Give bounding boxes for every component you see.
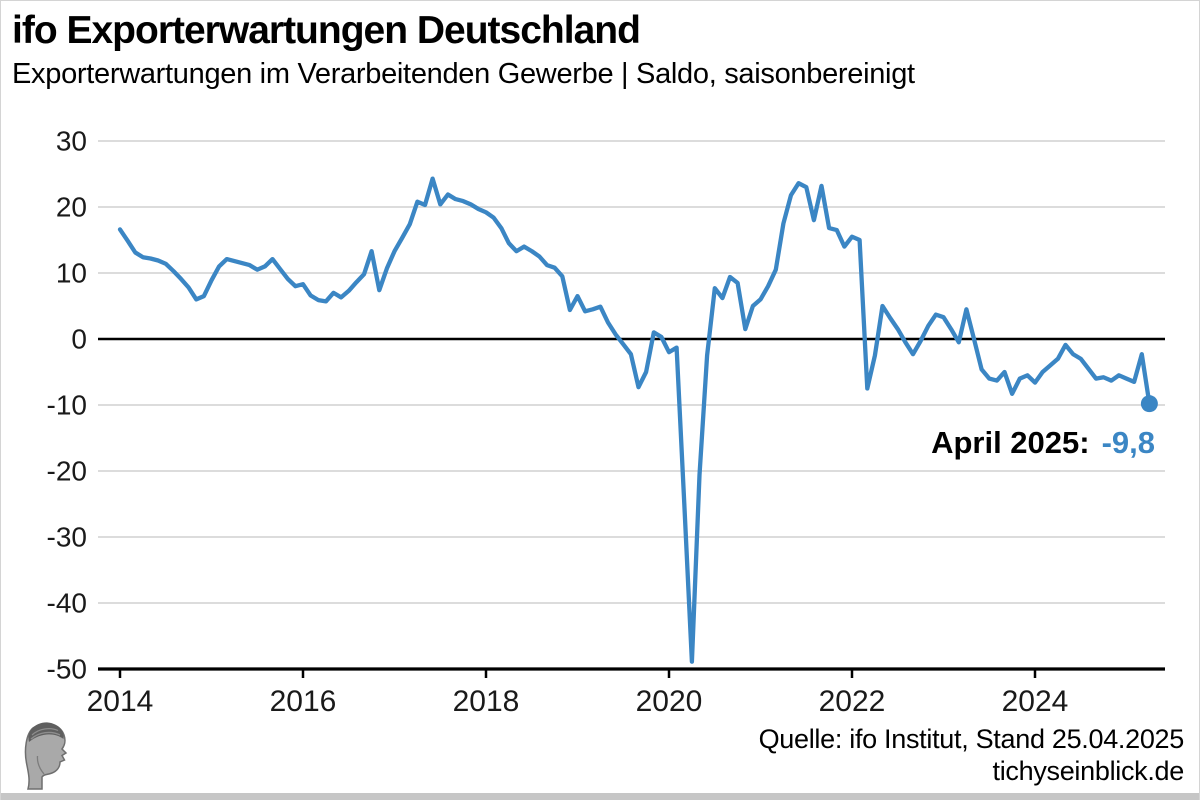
last-point-marker — [1140, 395, 1158, 413]
x-tick-label: 2018 — [453, 685, 520, 718]
x-tick-label: 2016 — [270, 685, 337, 718]
x-tick-label: 2020 — [636, 685, 703, 718]
y-tick-label: 0 — [71, 324, 87, 355]
y-tick-label: -40 — [47, 588, 87, 619]
hermes-head-engraving-icon — [24, 722, 68, 790]
bottom-bar — [1, 793, 1199, 800]
annotation-label: April 2025: — [931, 425, 1090, 460]
y-tick-label: 10 — [56, 258, 87, 289]
annotation-value: -9,8 — [1101, 425, 1155, 460]
y-tick-label: -20 — [47, 456, 87, 487]
page-title: ifo Exporterwartungen Deutschland — [12, 9, 641, 52]
x-tick-label: 2014 — [87, 685, 154, 718]
x-axis-ticks: 2014 2016 2018 2020 2022 2024 — [87, 669, 1069, 718]
source-block: Quelle: ifo Institut, Stand 25.04.2025 t… — [758, 724, 1185, 788]
data-line — [117, 176, 1152, 664]
gridlines — [98, 140, 1165, 604]
site-link[interactable]: tichyseinblick.de — [992, 756, 1185, 787]
x-tick-label: 2022 — [819, 685, 886, 718]
tichys-einblick-logo — [24, 722, 68, 790]
y-tick-label: 30 — [56, 126, 87, 157]
y-tick-label: -30 — [47, 522, 87, 553]
source-line: Quelle: ifo Institut, Stand 25.04.2025 — [758, 724, 1185, 755]
chart-header: ifo Exporterwartungen Deutschland Export… — [12, 9, 1192, 91]
x-tick-label: 2024 — [1002, 685, 1069, 718]
y-tick-label: -50 — [47, 654, 87, 685]
y-tick-label: -10 — [47, 390, 87, 421]
y-tick-label: 20 — [56, 192, 87, 223]
y-axis-labels: 30 20 10 0 -10 -20 -30 -40 -50 — [47, 126, 87, 685]
last-value-annotation: April 2025: -9,8 — [931, 425, 1155, 461]
page-subtitle: Exporterwartungen im Verarbeitenden Gewe… — [12, 57, 915, 90]
